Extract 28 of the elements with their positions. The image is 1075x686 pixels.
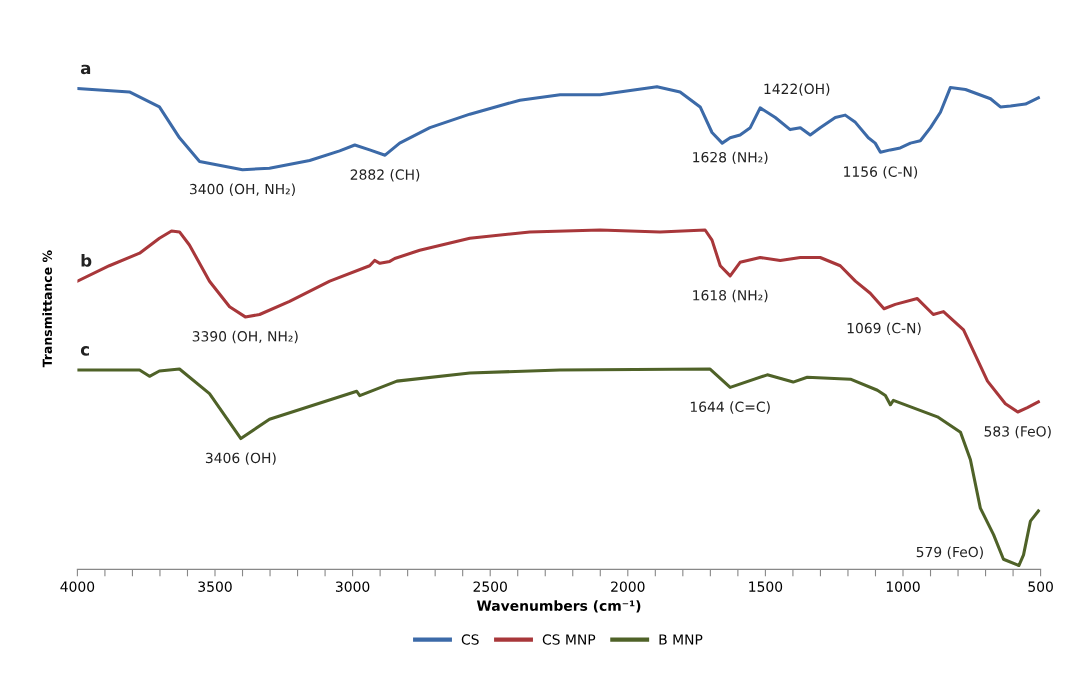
x-tick-label: 2500 (473, 581, 507, 592)
legend-label: B MNP (659, 634, 703, 645)
annotation: 3390 (OH, NH₂) (192, 330, 298, 344)
annotation: 2882 (CH) (350, 169, 420, 182)
annotation: c (80, 346, 89, 356)
annotation: a (80, 64, 91, 75)
x-tick-label: 500 (1028, 581, 1053, 592)
annotation: 1628 (NH₂) (693, 151, 768, 165)
annotation: 3400 (OH, NH₂) (189, 183, 295, 196)
annotation: 1618 (NH₂) (693, 289, 768, 303)
annotation: 3406 (OH) (205, 452, 276, 465)
annotation: 579 (FeO) (916, 546, 983, 559)
annotation: 583 (FeO) (984, 425, 1051, 439)
x-axis-title: Wavenumbers (cm⁻¹) (476, 600, 641, 613)
y-axis-title: Transmittance % (42, 250, 52, 368)
annotation: 1422(OH) (764, 83, 830, 96)
legend-label: CS MNP (542, 634, 596, 645)
x-tick-label: 3500 (198, 581, 232, 592)
annotation: 1069 (C-N) (847, 322, 921, 335)
x-tick-label: 2000 (611, 581, 645, 592)
annotation: 1644 (C=C) (690, 401, 770, 414)
x-tick-label: 1500 (749, 581, 783, 592)
annotation: 1156 (C-N) (844, 166, 918, 179)
x-tick-label: 3000 (335, 581, 370, 592)
legend-label: CS (461, 634, 479, 645)
annotation: b (81, 253, 92, 267)
x-tick-label: 4000 (60, 581, 95, 592)
x-tick-label: 1000 (886, 581, 920, 592)
